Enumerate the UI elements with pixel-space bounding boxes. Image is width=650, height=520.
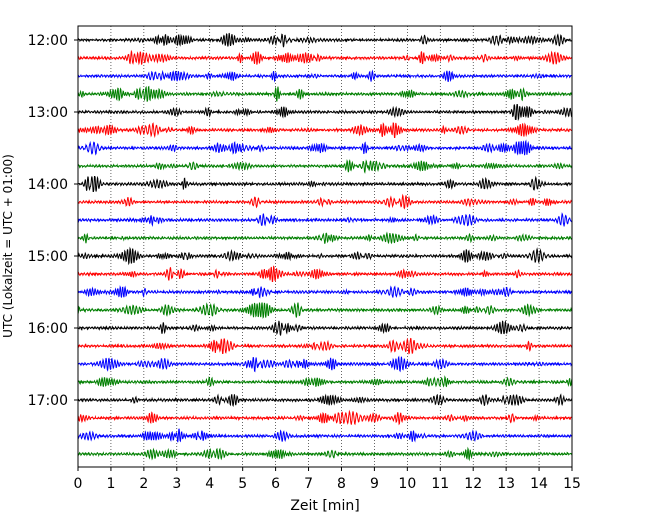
x-tick-label: 5 [238, 476, 247, 492]
x-tick-label: 6 [271, 476, 280, 492]
y-tick-label: 14:00 [28, 177, 68, 193]
trace-line [77, 319, 573, 336]
y-tick-label: 12:00 [28, 33, 68, 49]
y-axis: 12:00 13:00 14:00 15:00 16:00 17:00 [28, 33, 78, 409]
trace-line [77, 355, 573, 373]
plot-frame [77, 25, 573, 468]
trace-line [77, 428, 573, 443]
x-tick-label: 1 [106, 476, 115, 492]
trace-line [77, 69, 573, 83]
x-tick-label: 2 [139, 476, 148, 492]
y-axis-label: UTC (Lokalzeit = UTC + 01:00) [1, 154, 15, 338]
trace-line [77, 49, 573, 66]
trace-line [77, 231, 573, 245]
x-tick-label: 10 [398, 476, 416, 492]
trace-line [77, 32, 573, 48]
y-tick-label: 13:00 [28, 105, 68, 121]
trace-line [77, 159, 573, 174]
trace-line [77, 375, 573, 388]
trace-line [77, 285, 573, 299]
x-tick-label: 13 [497, 476, 515, 492]
x-tick-label: 15 [563, 476, 581, 492]
x-tick-label: 0 [74, 476, 83, 492]
y-tick-label: 17:00 [28, 393, 68, 409]
x-tick-label: 8 [337, 476, 346, 492]
x-axis: 0 1 2 3 4 5 6 7 8 9 10 11 12 13 14 15 [74, 467, 581, 492]
y-tick-label: 15:00 [28, 249, 68, 265]
trace-line [77, 175, 573, 192]
trace-line [77, 246, 573, 266]
traces [77, 32, 573, 462]
x-tick-label: 14 [530, 476, 548, 492]
x-tick-label: 3 [172, 476, 181, 492]
trace-line [77, 139, 573, 156]
x-tick-label: 4 [205, 476, 214, 492]
trace-line [77, 265, 573, 282]
trace-line [77, 104, 573, 122]
x-tick-label: 9 [370, 476, 379, 492]
y-tick-label: 16:00 [28, 321, 68, 337]
trace-line [77, 212, 573, 228]
trace-line [77, 193, 573, 210]
x-tick-label: 12 [464, 476, 482, 492]
trace-line [77, 85, 573, 102]
x-tick-label: 11 [431, 476, 449, 492]
x-axis-label: Zeit [min] [290, 498, 359, 514]
trace-line [77, 302, 573, 319]
trace-line [77, 393, 573, 408]
trace-line [77, 409, 573, 426]
trace-line [77, 337, 573, 355]
x-tick-label: 7 [304, 476, 313, 492]
trace-line [77, 446, 573, 462]
trace-line [77, 122, 573, 139]
